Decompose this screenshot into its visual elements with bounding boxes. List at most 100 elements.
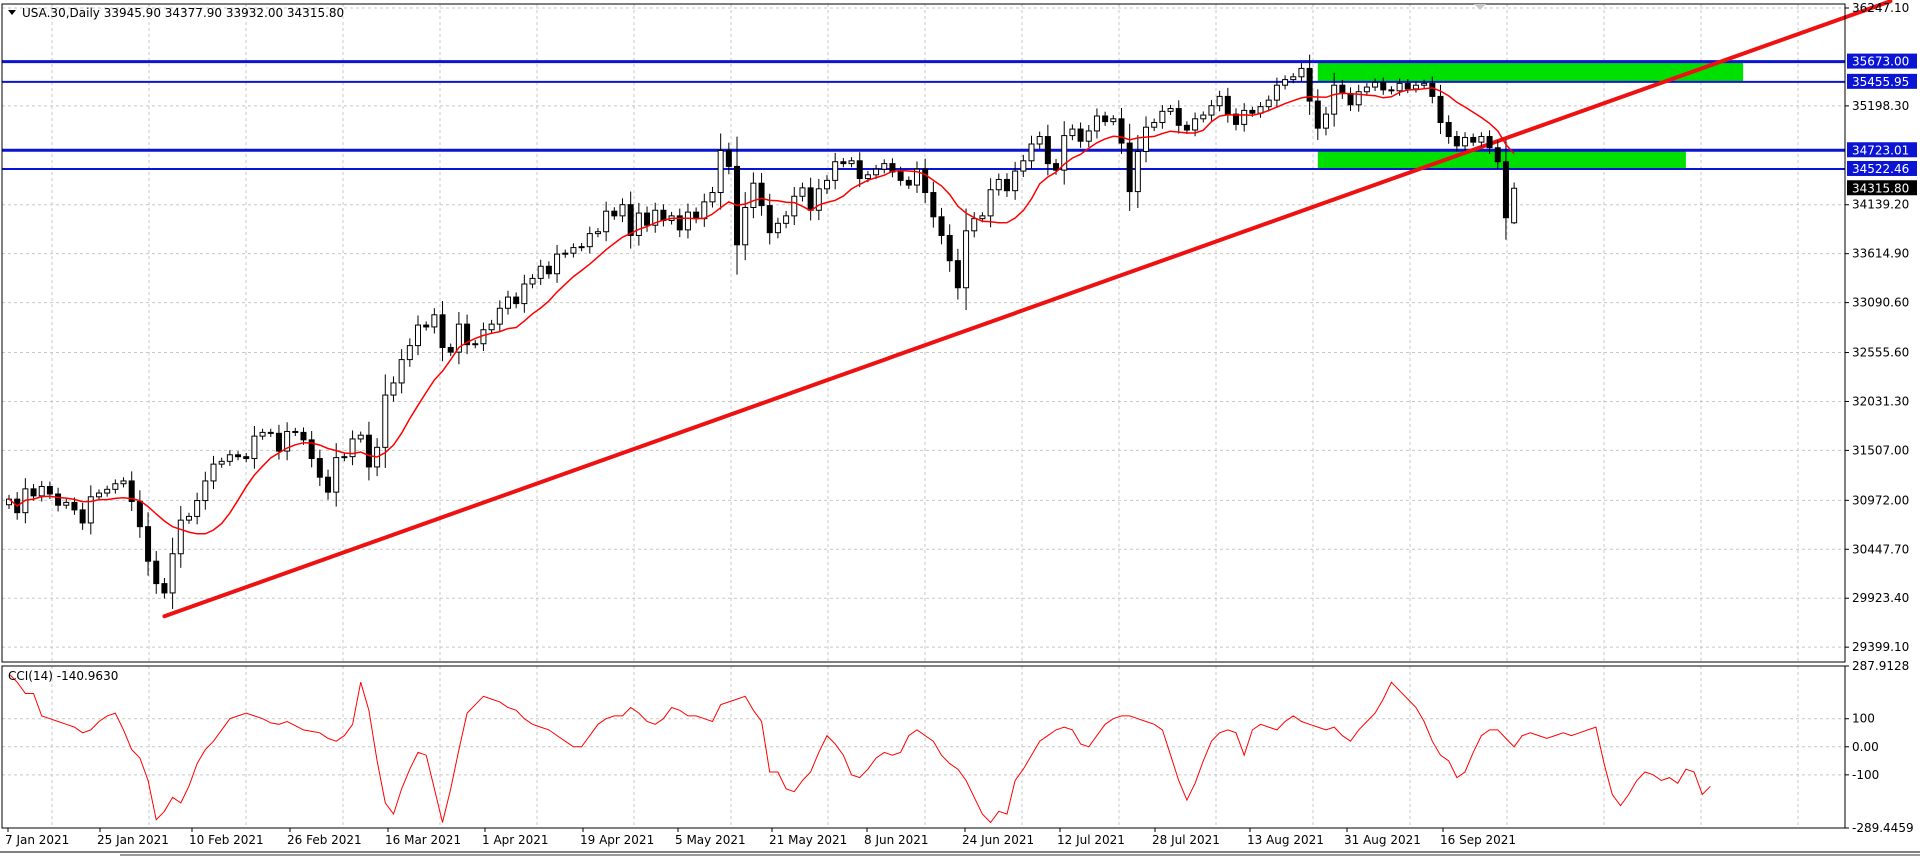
price-tag-label: 35673.00 — [1852, 55, 1909, 69]
candle-body — [55, 493, 62, 506]
candle-body — [897, 171, 904, 181]
candle-body — [267, 431, 274, 434]
cci-y-tick-label: 0.00 — [1852, 740, 1879, 754]
candle-body — [398, 359, 405, 384]
candle-body — [177, 519, 184, 555]
candle-body — [954, 260, 961, 289]
candle-body — [415, 324, 421, 347]
candle-body — [153, 560, 160, 585]
candle-body — [913, 168, 920, 186]
candle-body — [660, 209, 667, 222]
candle-body — [1077, 128, 1084, 142]
candle-body — [1306, 67, 1313, 102]
candle-body — [325, 476, 332, 493]
y-tick-label: 31507.00 — [1852, 443, 1909, 457]
candle-body — [701, 201, 708, 220]
candle-body — [1126, 142, 1133, 193]
candle-body — [1429, 82, 1436, 97]
candle-body — [1061, 135, 1068, 171]
candle-body — [46, 486, 53, 495]
candle-body — [774, 222, 781, 234]
candle-body — [431, 314, 438, 328]
candle-body — [619, 204, 626, 217]
candle-body — [1478, 136, 1485, 143]
candle-body — [627, 204, 634, 236]
y-tick-label: 30972.00 — [1852, 493, 1909, 507]
candle-body — [1404, 82, 1411, 90]
candle-body — [938, 216, 945, 236]
candle-body — [382, 394, 389, 448]
support-resistance-zone[interactable] — [1317, 150, 1686, 170]
candle-body — [1249, 109, 1256, 114]
price-tag-label: 34315.80 — [1852, 181, 1909, 195]
candle-body — [758, 182, 765, 207]
y-tick-label: 35198.30 — [1852, 99, 1909, 113]
x-tick-label: 25 Jan 2021 — [97, 833, 169, 847]
candle-body — [1502, 161, 1509, 219]
candle-body — [87, 496, 94, 524]
candle-body — [1437, 95, 1444, 124]
candle-body — [496, 307, 503, 325]
candle-body — [472, 343, 479, 346]
candle-body — [1151, 122, 1158, 128]
price-tag-label: 34723.01 — [1852, 143, 1909, 157]
cci-line — [8, 673, 1711, 824]
candle-body — [1339, 84, 1346, 95]
chart-symbol-header: USA.30,Daily 33945.90 34377.90 33932.00 … — [22, 6, 344, 20]
candle-body — [987, 189, 994, 217]
candle-body — [807, 187, 814, 211]
candle-body — [504, 296, 511, 309]
candle-body — [1134, 150, 1141, 193]
candle-body — [709, 192, 716, 203]
candle-body — [856, 160, 863, 180]
candle-body — [423, 324, 430, 328]
y-tick-label: 36247.10 — [1852, 1, 1909, 15]
x-tick-label: 19 Apr 2021 — [580, 833, 654, 847]
candle-body — [341, 456, 348, 459]
candle-body — [783, 215, 790, 224]
candle-body — [406, 345, 413, 361]
candle-body — [586, 233, 593, 248]
candle-body — [284, 430, 291, 452]
candle-body — [693, 211, 700, 220]
candle-body — [1265, 99, 1272, 108]
candle-body — [1118, 118, 1125, 144]
cci-y-tick-label: 100 — [1852, 712, 1875, 726]
candle-body — [30, 488, 37, 497]
candle-body — [930, 192, 937, 218]
candle-body — [1355, 91, 1362, 106]
dropdown-arrow-icon[interactable] — [8, 10, 16, 15]
y-tick-label: 33090.60 — [1852, 296, 1909, 310]
x-tick-label: 8 Jun 2021 — [864, 833, 929, 847]
candle-body — [1396, 82, 1403, 92]
candle-body — [1175, 108, 1182, 126]
candle-body — [145, 526, 152, 562]
candle-body — [1282, 79, 1289, 86]
candle-body — [750, 182, 757, 208]
price-tag-label: 34522.46 — [1852, 162, 1909, 176]
candle-body — [1020, 160, 1027, 172]
candle-body — [1224, 95, 1231, 115]
candle-body — [1208, 105, 1215, 116]
candle-body — [684, 211, 691, 231]
candle-body — [104, 488, 111, 494]
candle-body — [226, 454, 233, 462]
candle-body — [1372, 81, 1379, 88]
candle-body — [390, 382, 397, 396]
candle-body — [1494, 147, 1501, 163]
candle-body — [725, 150, 732, 167]
candle-body — [1102, 115, 1109, 123]
candle-body — [439, 314, 446, 348]
candle-body — [513, 296, 520, 305]
price-tag — [1847, 142, 1917, 158]
candle-body — [79, 509, 86, 524]
candle-body — [594, 231, 601, 235]
candle-body — [488, 323, 495, 331]
candle-body — [1511, 187, 1518, 224]
support-resistance-zone[interactable] — [1317, 60, 1744, 82]
trendline[interactable] — [162, 0, 1893, 619]
main-panel-border — [1, 3, 1846, 663]
y-tick-label: 29399.10 — [1852, 640, 1909, 654]
